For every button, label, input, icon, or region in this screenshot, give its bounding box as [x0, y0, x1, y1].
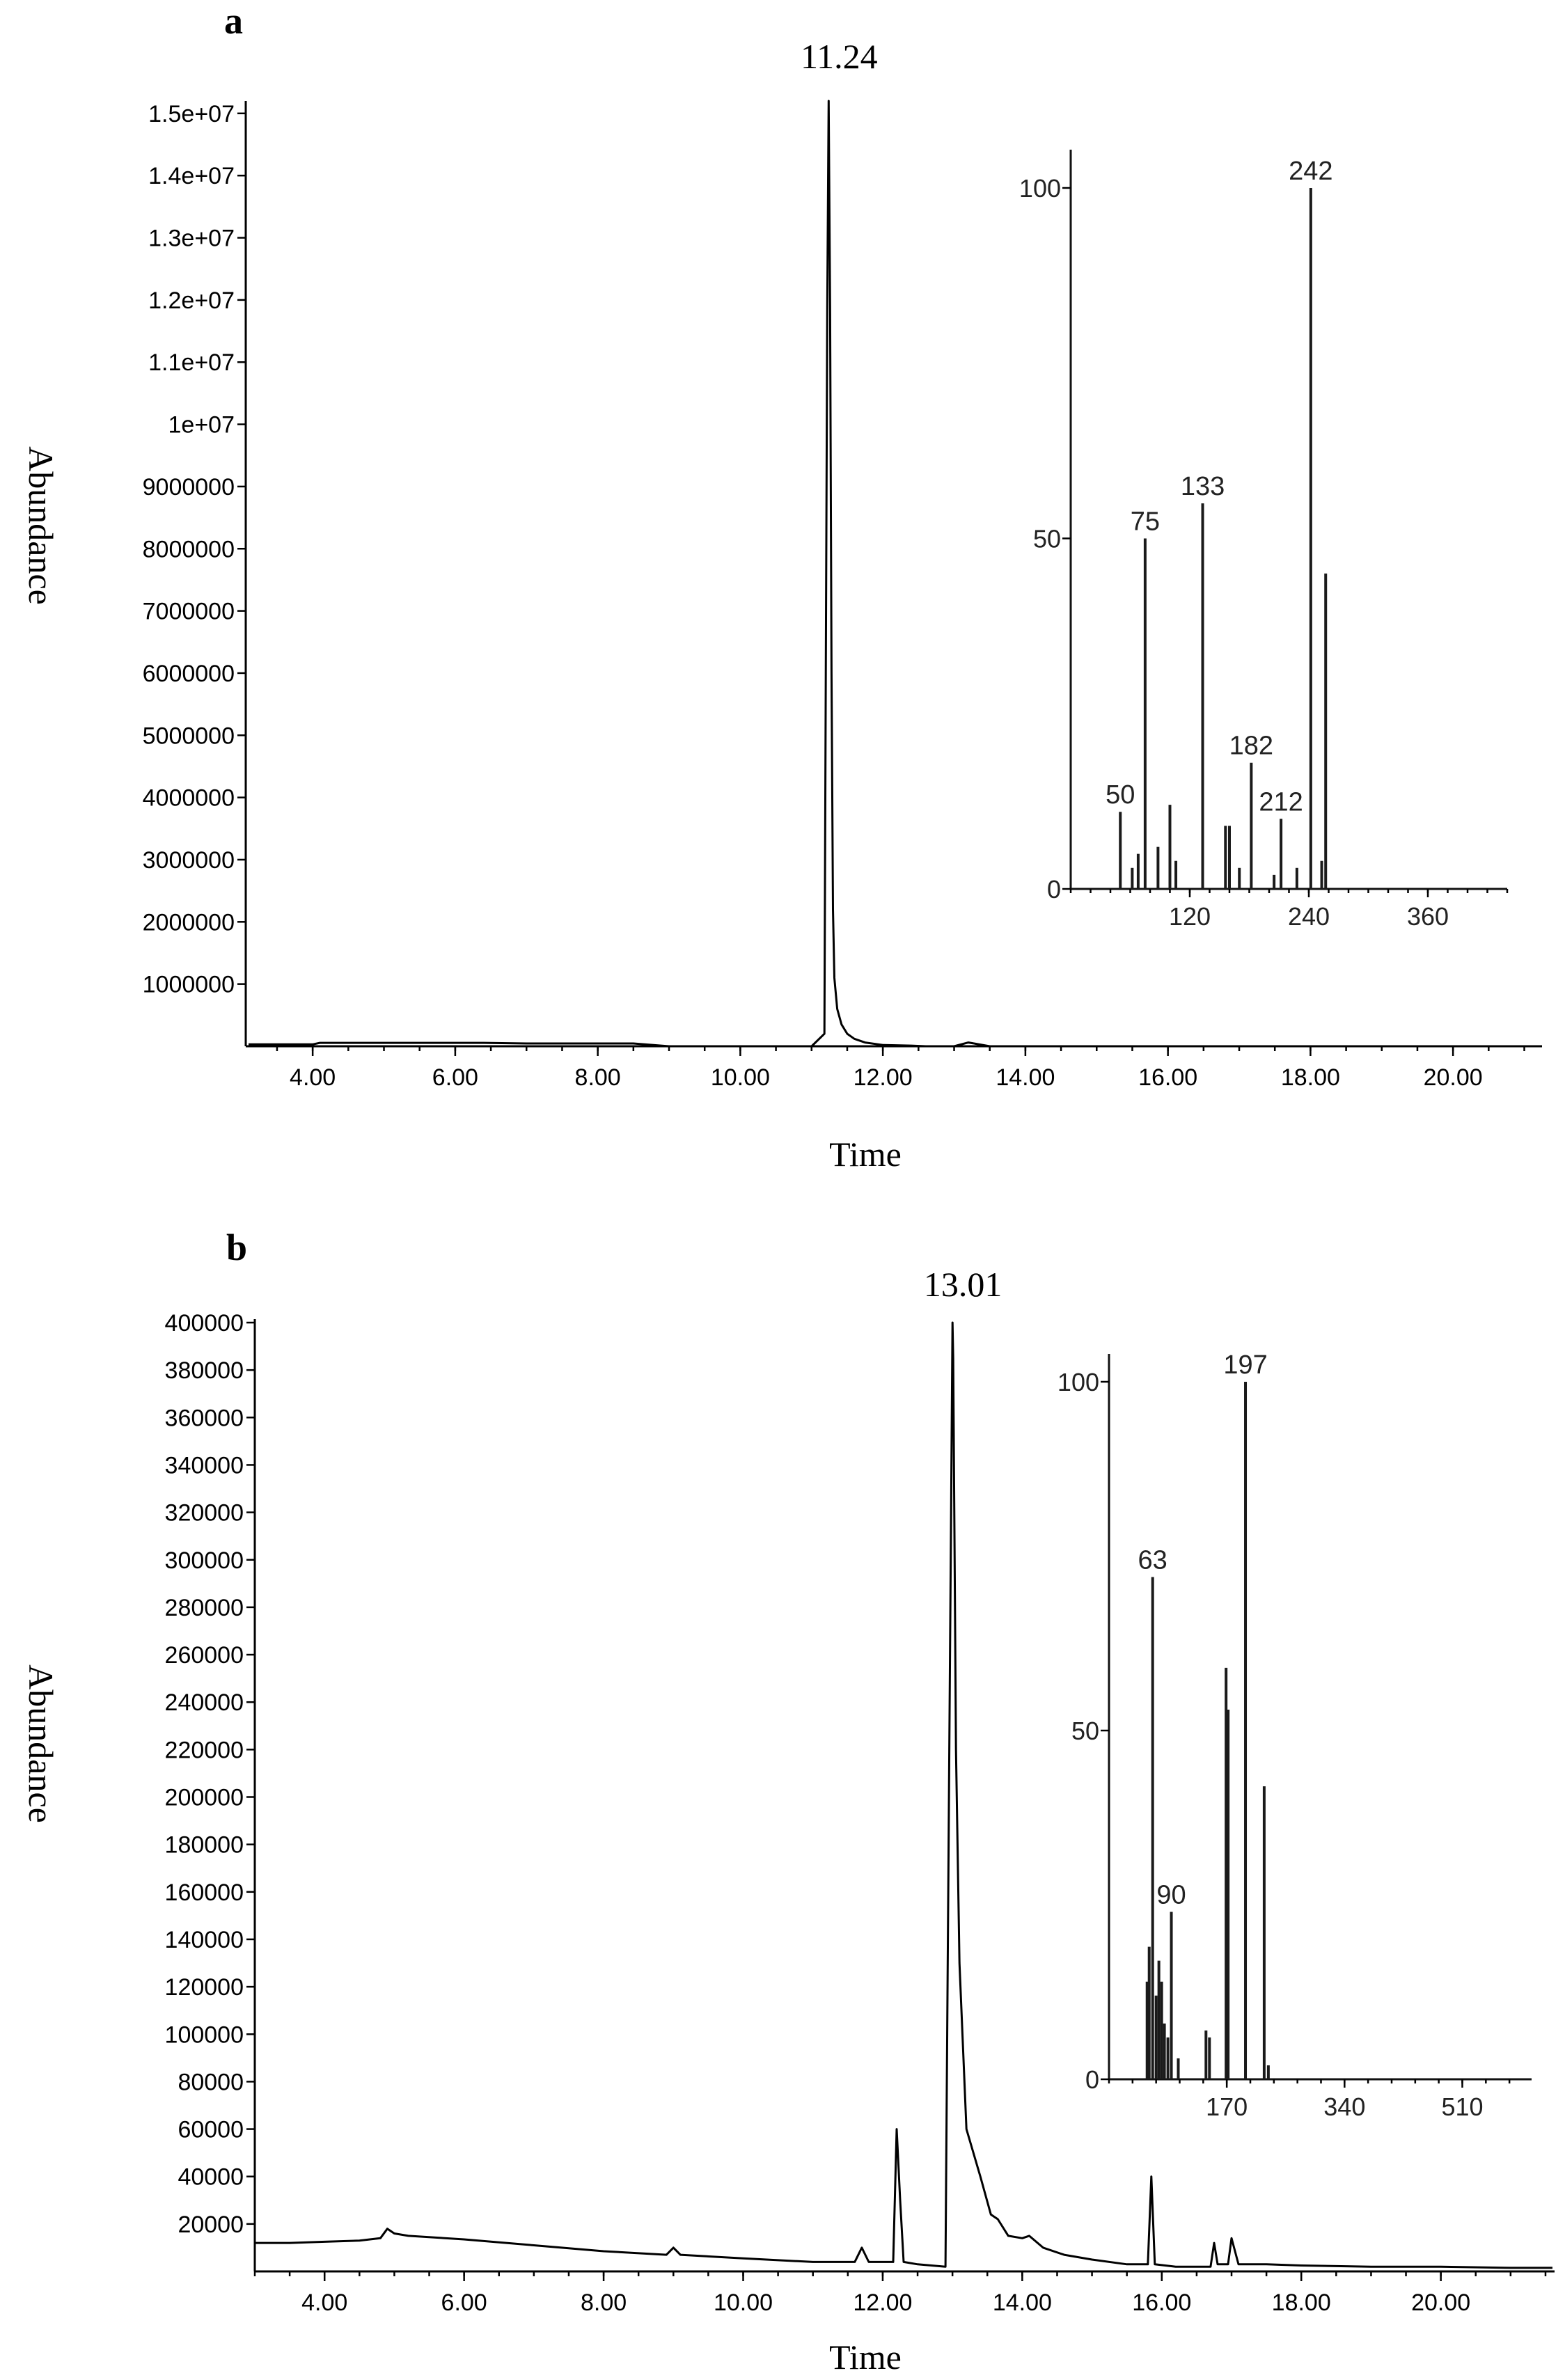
- panel-b-y-tick-label: 100000: [165, 2022, 244, 2048]
- panel-b-y-tick-label: 300000: [165, 1547, 244, 1574]
- panel-a-inset-y-tick-label: 100: [1019, 174, 1061, 203]
- panel-b-y-tick-label: 20000: [178, 2212, 244, 2238]
- panel-a-chromatogram-trace: [249, 100, 1539, 1048]
- panel-b-x-tick-label: 12.00: [853, 2290, 912, 2316]
- panel-b-x-tick-label: 6.00: [441, 2290, 487, 2316]
- panel-b-x-tick-label: 14.00: [993, 2290, 1052, 2316]
- panel-a-y-tick-label: 2000000: [143, 909, 235, 936]
- panel-a-letter: a: [224, 0, 243, 42]
- panel-b-y-tick-label: 80000: [178, 2069, 244, 2095]
- panel-a-y-tick-label: 7000000: [143, 599, 235, 625]
- panel-b-y-axis-title: Abundance: [22, 1664, 61, 1823]
- panel-b-x-tick-label: 10.00: [714, 2290, 773, 2316]
- panel-b-inset-mz-label: 197: [1223, 1350, 1267, 1380]
- panel-b-y-tick-label: 280000: [165, 1595, 244, 1621]
- panel-a-x-tick-label: 12.00: [854, 1064, 913, 1091]
- panel-a-inset-bars: 50 75 133 182 212 242: [1106, 157, 1333, 889]
- panel-b-letter: b: [226, 1227, 247, 1268]
- panel-a-inset-x-tick-label: 240: [1288, 902, 1330, 931]
- panel-b-chromatogram-trace: [255, 1321, 1552, 2269]
- panel-a-y-tick-label: 1.3e+07: [148, 226, 235, 252]
- panel-a-inset-mz-label: 50: [1106, 780, 1135, 810]
- panel-a-y-tick-label: 1e+07: [168, 412, 235, 439]
- panel-b-mass-spectrum-inset: 0 50 100 170 340 510 63 90 197: [1057, 1350, 1532, 2121]
- panel-a-x-tick-label: 4.00: [290, 1064, 336, 1091]
- panel-b-inset-y-tick-label: 50: [1071, 1717, 1099, 1745]
- panel-a-y-tick-label: 6000000: [143, 661, 235, 687]
- panel-a-x-tick-label: 14.00: [996, 1064, 1055, 1091]
- panel-a-x-tick-label: 10.00: [711, 1064, 770, 1091]
- panel-b-y-tick-label: 40000: [178, 2164, 244, 2191]
- panel-a-mass-spectrum-inset: 0 50 100 120 240 360 50 75 133 182 212 242: [1019, 150, 1509, 931]
- panel-b-y-tick-label: 160000: [165, 1879, 244, 1906]
- panel-b-x-tick-label: 4.00: [301, 2290, 347, 2316]
- panel-a-x-tick-label: 18.00: [1281, 1064, 1340, 1091]
- panel-a-y-tick-label: 1.1e+07: [148, 349, 235, 376]
- panel-b-y-tick-label: 360000: [165, 1405, 244, 1431]
- panel-a: a 11.24 Time Abundance 4.00 6.00 8.00 10.00…: [22, 0, 1542, 1174]
- panel-b-peak-time-label: 13.01: [924, 1265, 1002, 1304]
- panel-b-inset-y-tick-label: 0: [1085, 2065, 1099, 2094]
- panel-b: b 13.01 Time Abundance 4.00 6.00 8.00 10.00…: [22, 1227, 1555, 2377]
- panel-b-inset-mz-label: 63: [1138, 1546, 1167, 1575]
- panel-b-y-tick-label: 180000: [165, 1832, 244, 1859]
- panel-b-x-axis-title: Time: [829, 2338, 902, 2377]
- panel-a-y-tick-label: 1000000: [143, 972, 235, 998]
- panel-a-x-tick-label: 6.00: [432, 1064, 478, 1091]
- panel-a-x-tick-label: 20.00: [1424, 1064, 1483, 1091]
- panel-b-y-ticks: 20000 40000 60000 80000 100000 120000 140000 16…: [165, 1310, 255, 2238]
- panel-a-inset-mz-label: 133: [1181, 472, 1225, 501]
- panel-a-x-tick-label: 16.00: [1138, 1064, 1197, 1091]
- panel-a-inset-y-tick-label: 0: [1047, 875, 1061, 904]
- panel-a-inset-x-tick-label: 360: [1407, 902, 1449, 931]
- panel-b-y-tick-label: 320000: [165, 1500, 244, 1527]
- panel-a-y-tick-label: 1.2e+07: [148, 287, 235, 314]
- panel-a-inset-y-tick-label: 50: [1033, 525, 1061, 553]
- panel-a-y-tick-label: 1.5e+07: [148, 101, 235, 127]
- panel-b-x-tick-label: 18.00: [1272, 2290, 1331, 2316]
- panel-b-y-tick-label: 400000: [165, 1310, 244, 1337]
- panel-b-y-tick-label: 120000: [165, 1974, 244, 2001]
- panel-a-inset-x-tick-label: 120: [1169, 902, 1211, 931]
- panel-b-x-tick-label: 16.00: [1132, 2290, 1191, 2316]
- panel-a-x-ticks: 4.00 6.00 8.00 10.00 12.00 14.00 16.00 18.00 20.…: [276, 1046, 1525, 1091]
- panel-a-y-axis-title: Abundance: [22, 446, 61, 605]
- panel-a-inset-mz-label: 242: [1289, 157, 1332, 186]
- panel-a-y-tick-label: 4000000: [143, 785, 235, 812]
- panel-b-inset-ticks: 0 50 100 170 340 510: [1057, 1368, 1511, 2121]
- panel-b-x-ticks: 4.00 6.00 8.00 10.00 12.00 14.00 16.00 18.00 20.…: [253, 2271, 1547, 2316]
- panel-a-inset-mz-label: 212: [1259, 787, 1303, 817]
- panel-b-y-tick-label: 220000: [165, 1737, 244, 1763]
- panel-a-x-tick-label: 8.00: [575, 1064, 621, 1091]
- panel-a-y-tick-label: 3000000: [143, 847, 235, 874]
- panel-a-peak-time-label: 11.24: [801, 37, 878, 76]
- panel-a-y-ticks: 1000000 2000000 3000000 4000000 5000000 60000…: [143, 101, 246, 998]
- panel-b-y-tick-label: 60000: [178, 2117, 244, 2143]
- panel-b-inset-y-tick-label: 100: [1057, 1368, 1099, 1396]
- panel-b-y-tick-label: 140000: [165, 1927, 244, 1953]
- panel-a-inset-mz-label: 182: [1229, 732, 1273, 761]
- panel-a-y-tick-label: 5000000: [143, 723, 235, 749]
- panel-b-x-tick-label: 20.00: [1411, 2290, 1470, 2316]
- panel-b-y-tick-label: 380000: [165, 1357, 244, 1384]
- panel-b-y-tick-label: 240000: [165, 1689, 244, 1716]
- panel-b-inset-x-tick-label: 340: [1323, 2093, 1365, 2121]
- panel-a-y-tick-label: 8000000: [143, 536, 235, 562]
- panel-b-y-tick-label: 340000: [165, 1452, 244, 1479]
- panel-b-x-tick-label: 8.00: [581, 2290, 627, 2316]
- panel-a-y-tick-label: 1.4e+07: [148, 163, 235, 189]
- panel-b-inset-mz-label: 90: [1156, 1881, 1186, 1910]
- panel-a-inset-ticks: 0 50 100 120 240 360: [1019, 174, 1509, 931]
- panel-a-y-tick-label: 9000000: [143, 474, 235, 501]
- panel-b-y-tick-label: 200000: [165, 1785, 244, 1811]
- panel-b-y-tick-label: 260000: [165, 1642, 244, 1669]
- panel-b-inset-x-tick-label: 510: [1441, 2093, 1483, 2121]
- panel-a-inset-mz-label: 75: [1131, 507, 1160, 537]
- panel-a-x-axis-title: Time: [829, 1135, 902, 1174]
- panel-b-inset-x-tick-label: 170: [1206, 2093, 1248, 2121]
- panel-b-inset-bars: 63 90 197: [1138, 1350, 1270, 2079]
